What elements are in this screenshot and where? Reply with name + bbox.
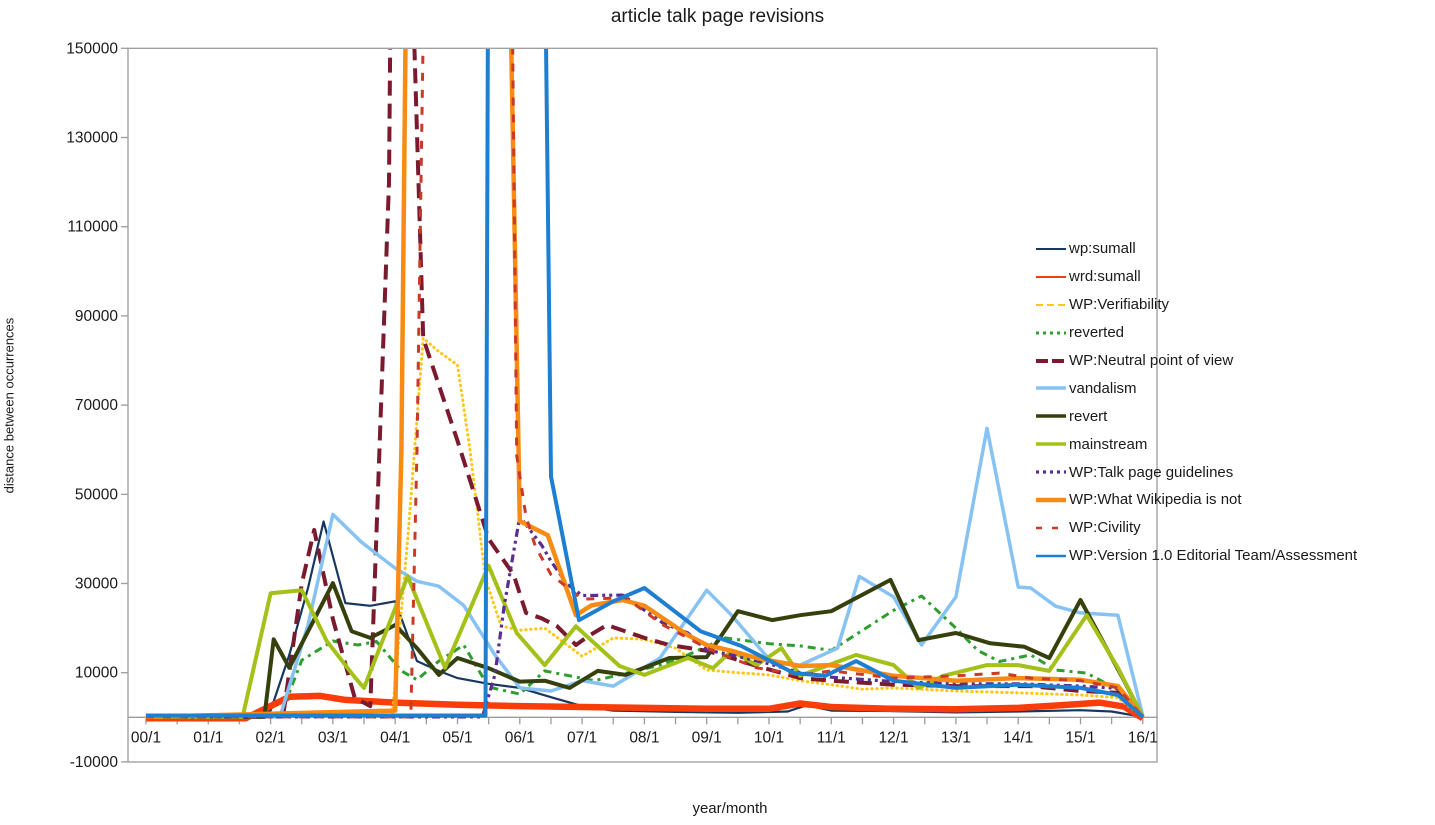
y-tick-label: 130000 [66,130,118,147]
y-tick-label: 10000 [75,665,118,682]
series-line-vandalism [146,426,1145,719]
legend-swatch-wp-neutral-point-of-view [1036,358,1066,363]
x-tick-label: 02/1 [256,729,286,746]
x-tick-label: 16/1 [1128,729,1158,746]
legend-item-wp-what-wikipedia-is-not: WP:What Wikipedia is not [1036,486,1357,514]
legend-item-wp-neutral-point-of-view: WP:Neutral point of view [1036,347,1357,375]
legend-swatch-wp-sumall [1036,247,1066,250]
x-tick-label: 09/1 [692,729,722,746]
legend-swatch-revert [1036,414,1066,419]
x-tick-label: 10/1 [754,729,784,746]
y-tick-label: -10000 [70,754,119,771]
x-tick-label: 05/1 [442,729,472,746]
legend-swatch-wp-civility [1036,526,1066,530]
x-axis-title: year/month [692,800,768,817]
legend-item-revert: revert [1036,402,1357,430]
legend: wp:sumall wrd:sumall WP:Verifiability rever… [1036,235,1357,570]
series-line-wrd-sumall [146,692,1145,722]
legend-item-vandalism: vandalism [1036,374,1357,402]
legend-item-wrd-sumall: wrd:sumall [1036,263,1357,291]
legend-label: revert [1069,407,1108,425]
legend-item-mainstream: mainstream [1036,430,1357,458]
legend-label: wp:sumall [1069,240,1136,258]
x-tick-label: 01/1 [193,729,223,746]
series-line-wp-version-1-0-editorial-team-assessment [146,49,1145,719]
legend-swatch-wp-version-1-0-editorial-team-assessment [1036,554,1066,557]
legend-swatch-vandalism [1036,386,1066,391]
y-tick-label: 30000 [75,576,118,593]
legend-swatch-wp-talk-page-guidelines [1036,470,1066,474]
y-tick-label: 50000 [75,486,118,503]
series-line-mainstream [146,563,1145,719]
legend-label: WP:Civility [1069,519,1141,537]
legend-swatch-wp-what-wikipedia-is-not [1036,497,1066,503]
x-tick-label: 08/1 [629,729,659,746]
legend-label: WP:Version 1.0 Editorial Team/Assessment [1069,547,1358,565]
legend-label: reverted [1069,324,1125,342]
y-tick-label: 110000 [67,219,118,236]
series-line-wp-what-wikipedia-is-not [145,49,1145,720]
x-tick-label: 14/1 [1003,729,1033,746]
series-line-wp-neutral-point-of-view [145,49,1145,719]
legend-swatch-mainstream [1036,442,1066,446]
legend-label: WP:What Wikipedia is not [1069,491,1242,509]
legend-label: vandalism [1069,379,1137,397]
x-tick-label: 04/1 [380,729,410,746]
x-tick-label: 00/1 [131,729,161,746]
x-tick-label: 13/1 [941,729,971,746]
series-group [144,49,1145,722]
series-line-wp-verifiability [144,336,1145,719]
y-tick-label: 150000 [66,40,118,57]
legend-item-wp-verifiability: WP:Verifiability [1036,291,1357,319]
legend-item-wp-sumall: wp:sumall [1036,235,1357,263]
x-tick-label: 07/1 [567,729,597,746]
series-line-revert [146,577,1145,719]
chart-title: article talk page revisions [610,6,825,27]
legend-swatch-reverted [1036,331,1066,335]
x-tick-label: 03/1 [318,729,348,746]
legend-item-wp-talk-page-guidelines: WP:Talk page guidelines [1036,458,1357,486]
series-line-wp-civility [146,49,1144,719]
legend-item-reverted: reverted [1036,319,1357,347]
legend-label: WP:Talk page guidelines [1069,463,1234,481]
x-tick-label: 06/1 [505,729,535,746]
x-tick-label: 11/1 [817,729,846,746]
y-tick-label: 70000 [75,397,118,414]
series-line-reverted [146,594,1144,719]
legend-label: wrd:sumall [1069,268,1141,286]
legend-item-wp-version-1-0-editorial-team-assessment: WP:Version 1.0 Editorial Team/Assessment [1036,542,1357,570]
legend-label: mainstream [1069,435,1148,453]
legend-label: WP:Verifiability [1069,296,1170,314]
x-tick-label: 15/1 [1065,729,1095,746]
legend-swatch-wrd-sumall [1036,275,1066,278]
x-tick-label: 12/1 [879,729,909,746]
legend-swatch-wp-verifiability [1036,303,1066,306]
legend-label: WP:Neutral point of view [1069,352,1234,369]
y-tick-label: 90000 [75,308,118,325]
legend-item-wp-civility: WP:Civility [1036,514,1357,542]
